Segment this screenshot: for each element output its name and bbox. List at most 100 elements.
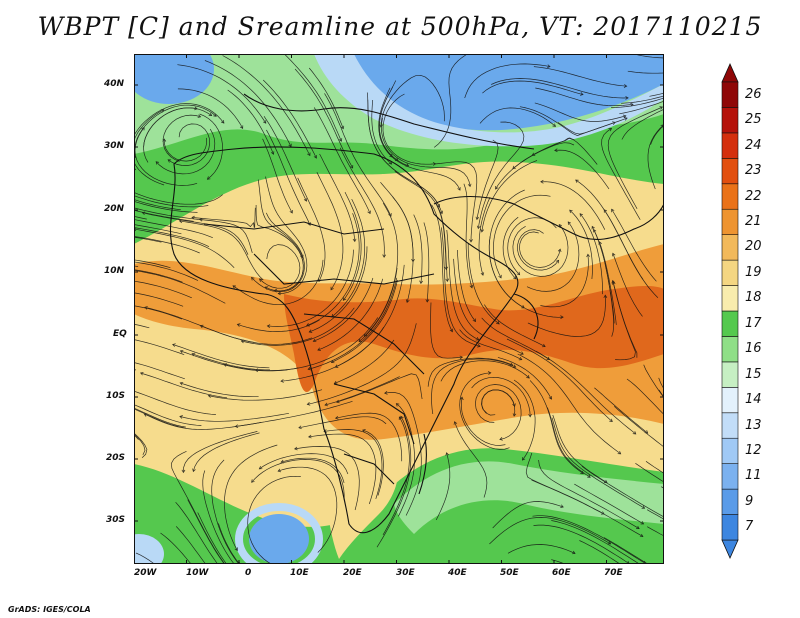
streamline-arrow bbox=[334, 364, 339, 368]
streamline-arrow bbox=[194, 106, 198, 111]
colorbar-level-label: 24 bbox=[745, 137, 762, 153]
streamline bbox=[331, 198, 366, 318]
streamline bbox=[384, 392, 422, 516]
colorbar-level-label: 13 bbox=[745, 417, 762, 433]
streamline-arrow bbox=[363, 333, 368, 337]
streamline bbox=[475, 384, 522, 440]
streamline bbox=[134, 261, 199, 281]
streamline bbox=[134, 259, 171, 269]
streamline bbox=[308, 277, 398, 370]
colorbar-level-label: 25 bbox=[745, 112, 762, 128]
streamline bbox=[540, 254, 589, 308]
streamline bbox=[134, 339, 185, 356]
streamline-arrow bbox=[352, 238, 357, 243]
colorbar-level-label: 11 bbox=[745, 468, 762, 484]
streamline bbox=[457, 249, 476, 322]
streamline bbox=[459, 372, 510, 450]
streamline bbox=[554, 149, 610, 190]
streamline-arrow bbox=[234, 547, 238, 551]
streamline bbox=[218, 523, 241, 564]
streamline-arrow bbox=[134, 227, 137, 232]
streamline bbox=[535, 87, 634, 107]
streamline bbox=[134, 390, 216, 415]
streamline bbox=[481, 389, 516, 417]
streamline-arrow bbox=[312, 338, 317, 343]
lat-label-40n: 40N bbox=[104, 79, 125, 89]
streamline-arrow bbox=[333, 380, 338, 385]
streamline bbox=[607, 106, 663, 209]
lon-label-30e: 30E bbox=[396, 568, 415, 578]
streamline bbox=[331, 279, 398, 363]
streamline bbox=[481, 317, 550, 360]
streamline bbox=[517, 353, 621, 455]
wbpt-north-lightblue bbox=[314, 54, 664, 147]
streamline-arrow bbox=[349, 164, 354, 169]
credit-text: GrADS: IGES/COLA bbox=[8, 605, 91, 614]
streamline bbox=[134, 201, 198, 213]
streamline-arrow bbox=[289, 209, 293, 214]
streamline bbox=[267, 249, 354, 327]
colorbar-level-label: 20 bbox=[745, 239, 762, 255]
streamline-arrow bbox=[251, 479, 255, 483]
streamline bbox=[222, 55, 311, 156]
colorbar-box bbox=[721, 488, 739, 515]
streamline bbox=[477, 121, 525, 229]
streamline bbox=[262, 138, 293, 214]
streamline bbox=[324, 93, 392, 217]
streamline bbox=[531, 479, 644, 537]
streamline bbox=[155, 128, 216, 175]
streamline-arrow bbox=[266, 324, 271, 328]
streamline bbox=[134, 305, 183, 320]
streamline bbox=[512, 224, 569, 277]
colorbar-level-label: 12 bbox=[745, 442, 762, 458]
streamline bbox=[319, 153, 356, 242]
lat-label-20s: 20S bbox=[106, 453, 126, 463]
colorbar-box bbox=[721, 514, 739, 541]
wbpt-south-lightblue bbox=[235, 503, 323, 564]
colorbar-box bbox=[721, 361, 739, 388]
colorbar-arrow-low bbox=[721, 539, 739, 559]
streamline bbox=[637, 54, 664, 59]
streamline-arrow bbox=[554, 148, 558, 153]
streamline-arrow bbox=[432, 162, 437, 166]
streamline bbox=[134, 219, 213, 239]
wbpt-sw-blue bbox=[134, 534, 164, 564]
streamline bbox=[547, 407, 591, 478]
streamline bbox=[175, 526, 206, 564]
streamline bbox=[265, 233, 304, 292]
streamline bbox=[144, 306, 255, 343]
streamline-arrow bbox=[512, 413, 517, 417]
streamline bbox=[134, 195, 209, 208]
streamline bbox=[461, 397, 506, 446]
streamline-arrow bbox=[476, 225, 481, 230]
streamline bbox=[423, 222, 430, 303]
streamline bbox=[237, 319, 320, 332]
lon-label-10e: 10E bbox=[290, 568, 309, 578]
colorbar-level-label: 26 bbox=[745, 86, 762, 102]
streamline bbox=[513, 379, 536, 461]
streamline-arrow bbox=[223, 363, 227, 367]
streamline bbox=[538, 459, 640, 529]
streamline-arrow bbox=[382, 254, 386, 258]
streamline bbox=[430, 302, 463, 359]
streamline bbox=[251, 459, 345, 500]
streamline-arrow bbox=[334, 415, 339, 420]
streamline-arrow bbox=[603, 294, 608, 298]
streamline-arrow bbox=[342, 297, 347, 301]
streamline-arrow bbox=[306, 322, 310, 327]
streamline bbox=[593, 229, 614, 337]
streamline bbox=[197, 512, 227, 564]
streamline bbox=[557, 117, 628, 135]
streamline bbox=[471, 376, 531, 417]
streamline-arrow bbox=[496, 320, 500, 325]
streamline-arrow bbox=[144, 306, 148, 310]
map-svg bbox=[134, 54, 664, 564]
streamline bbox=[323, 429, 383, 500]
streamline-arrow bbox=[294, 446, 298, 451]
streamline bbox=[177, 88, 244, 129]
streamline bbox=[298, 416, 387, 429]
streamline-arrow bbox=[388, 161, 393, 165]
wbpt-south-blue bbox=[249, 514, 309, 564]
streamline-arrow bbox=[542, 343, 546, 348]
colorbar-level-label: 22 bbox=[745, 188, 762, 204]
